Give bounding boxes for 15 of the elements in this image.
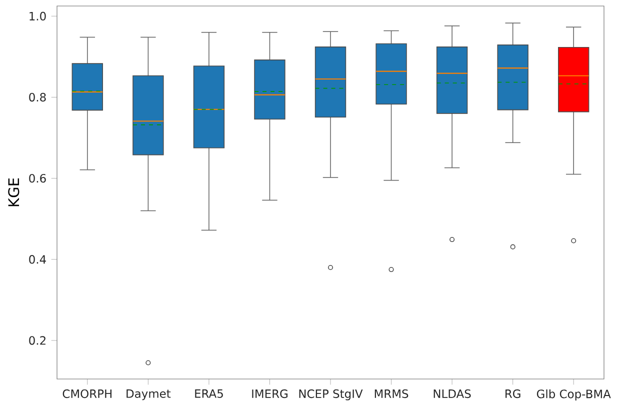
x-tick-label: IMERG: [252, 389, 288, 398]
y-tick-label: 0.2: [29, 336, 46, 345]
x-tick-label: Daymet: [126, 389, 171, 400]
x-tick-label: RG: [506, 389, 520, 398]
y-tick-label: 0.8: [29, 92, 46, 102]
x-tick-label: Glb Cop-BMA: [536, 389, 611, 400]
y-axis-title: KGE: [8, 178, 20, 206]
x-tick-label: CMORPH: [62, 389, 112, 398]
x-tick-label: NLDAS: [434, 389, 471, 398]
y-tick-label: 1.0: [30, 12, 46, 20]
y-tick-label: 0.4: [29, 255, 46, 264]
x-tick-label: NCEP StgIV: [299, 389, 363, 400]
x-tick-label: ERA5: [195, 389, 223, 398]
y-tick-label: 0.6: [29, 174, 46, 183]
x-tick-label: MRMS: [374, 389, 408, 398]
